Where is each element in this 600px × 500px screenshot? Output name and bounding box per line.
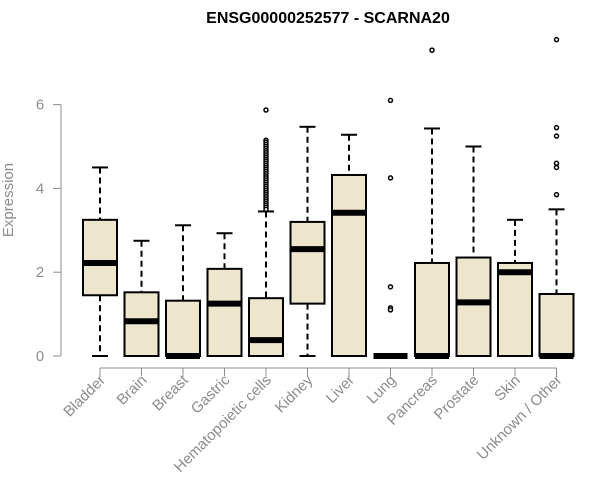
x-axis xyxy=(99,367,557,376)
box-skin xyxy=(497,218,533,357)
box-liver xyxy=(331,133,367,357)
outlier-point xyxy=(553,191,560,198)
category-label: Prostate xyxy=(431,372,483,424)
y-tick-label: 4 xyxy=(36,180,44,197)
box-lung xyxy=(373,97,408,359)
box-iqr xyxy=(331,173,367,357)
boxes-group xyxy=(82,36,575,359)
category-label: Lung xyxy=(364,372,400,408)
category-label: Bladder xyxy=(60,372,109,421)
outlier-point xyxy=(387,97,394,104)
outlier-point xyxy=(553,124,560,131)
box-iqr xyxy=(206,267,243,357)
category-label: Skin xyxy=(491,372,524,405)
box-pancreas xyxy=(414,47,450,359)
y-tick-label: 2 xyxy=(36,264,44,281)
box-hematopoietic-cells xyxy=(248,107,284,358)
box-breast xyxy=(165,224,201,359)
outlier-point xyxy=(553,164,560,171)
y-tick-label: 0 xyxy=(36,348,44,365)
box-iqr xyxy=(289,220,326,305)
outlier-point xyxy=(553,133,560,139)
box-iqr xyxy=(497,261,533,357)
y-tick-label: 6 xyxy=(36,97,44,114)
outlier-point xyxy=(553,36,560,43)
outlier-point xyxy=(387,284,394,290)
box-bladder xyxy=(82,166,118,357)
outlier-point xyxy=(263,107,269,113)
box-unknown-other xyxy=(538,36,575,359)
box-iqr xyxy=(82,218,118,297)
y-axis: 0 2 4 6 xyxy=(36,97,62,365)
chart-title: ENSG00000252577 - SCARNA20 xyxy=(206,10,450,27)
box-prostate xyxy=(455,145,492,357)
category-label: Breast xyxy=(149,371,192,414)
box-brain xyxy=(123,239,160,358)
box-iqr xyxy=(538,292,575,358)
box-iqr xyxy=(414,261,450,357)
outlier-point xyxy=(387,175,394,181)
box-gastric xyxy=(206,232,243,357)
outlier-point xyxy=(429,47,435,53)
category-label: Brain xyxy=(114,372,151,409)
box-iqr xyxy=(248,297,284,358)
y-axis-label: Expression xyxy=(0,163,17,237)
outlier-point xyxy=(263,206,269,213)
category-label: Liver xyxy=(323,372,358,407)
box-iqr xyxy=(165,299,201,357)
box-kidney xyxy=(289,125,326,357)
outlier-point xyxy=(553,160,560,167)
box-iqr xyxy=(455,256,492,357)
outlier-point xyxy=(387,307,394,313)
category-label: Kidney xyxy=(272,371,317,416)
